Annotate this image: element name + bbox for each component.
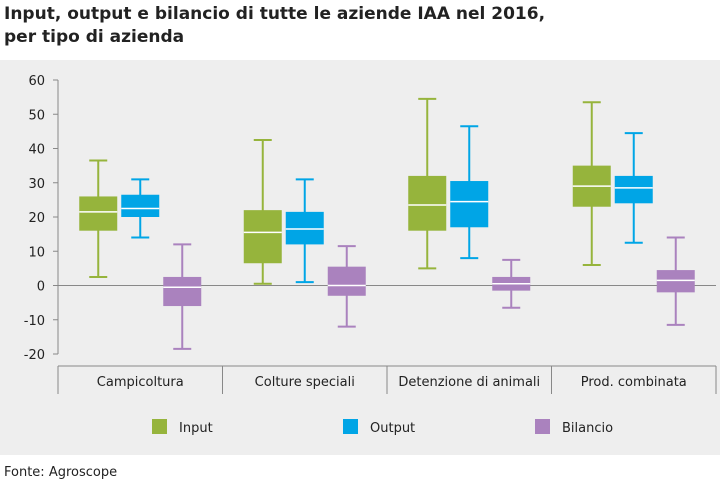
box-iqr bbox=[450, 181, 489, 228]
category-label: Prod. combinata bbox=[581, 375, 687, 390]
box-iqr bbox=[614, 175, 653, 204]
box-iqr bbox=[408, 175, 447, 231]
box-input-1 bbox=[79, 159, 118, 278]
legend-swatch bbox=[152, 419, 167, 434]
source-note: Fonte: Agroscope bbox=[4, 465, 118, 480]
box-iqr bbox=[656, 270, 695, 293]
box-bilancio-2 bbox=[327, 245, 366, 328]
category-label: Campicoltura bbox=[97, 375, 184, 390]
legend-item-output: Output bbox=[343, 419, 415, 436]
chart-title: Input, output e bilancio di tutte le azi… bbox=[4, 3, 704, 49]
legend-label: Bilancio bbox=[562, 421, 613, 436]
y-tick-label: -10 bbox=[24, 314, 45, 329]
category-label: Detenzione di animali bbox=[398, 375, 540, 390]
y-tick-label: 10 bbox=[28, 245, 45, 260]
y-tick-label: 50 bbox=[28, 108, 45, 123]
y-tick-label: -20 bbox=[24, 348, 45, 363]
box-bilancio-4 bbox=[656, 236, 695, 326]
y-tick-label: 30 bbox=[28, 177, 45, 192]
legend-label: Output bbox=[370, 421, 415, 436]
legend-item-bilancio: Bilancio bbox=[535, 419, 613, 436]
box-output-3 bbox=[450, 125, 489, 260]
box-iqr bbox=[121, 194, 160, 217]
box-iqr bbox=[79, 196, 118, 231]
box-iqr bbox=[285, 211, 324, 245]
chart-title-line-2: per tipo di azienda bbox=[4, 27, 185, 47]
box-iqr bbox=[243, 210, 282, 264]
box-output-4 bbox=[614, 132, 653, 244]
box-output-2 bbox=[285, 178, 324, 284]
legend-item-input: Input bbox=[152, 419, 213, 436]
y-tick-label: 0 bbox=[37, 280, 45, 295]
legend-swatch bbox=[535, 419, 550, 434]
y-tick-label: 40 bbox=[28, 143, 45, 158]
y-tick-label: 20 bbox=[28, 211, 45, 226]
legend-swatch bbox=[343, 419, 358, 434]
box-bilancio-3 bbox=[492, 258, 531, 309]
box-input-4 bbox=[572, 101, 611, 266]
y-tick-label: 60 bbox=[28, 74, 45, 89]
box-iqr bbox=[327, 266, 366, 296]
box-input-2 bbox=[243, 138, 282, 285]
box-input-3 bbox=[408, 97, 447, 270]
box-bilancio-1 bbox=[163, 243, 202, 350]
box-iqr bbox=[163, 276, 202, 307]
chart-panel: -20 -10 0 10 20 30 40 50 60 Campicoltura Colture s… bbox=[0, 60, 720, 455]
category-label: Colture speciali bbox=[255, 375, 355, 390]
boxplot-chart: -20 -10 0 10 20 30 40 50 60 Campicoltura Colture s… bbox=[24, 74, 717, 436]
chart-title-line-1: Input, output e bilancio di tutte le azi… bbox=[4, 4, 546, 24]
legend-label: Input bbox=[179, 421, 213, 436]
box-output-1 bbox=[121, 178, 160, 239]
